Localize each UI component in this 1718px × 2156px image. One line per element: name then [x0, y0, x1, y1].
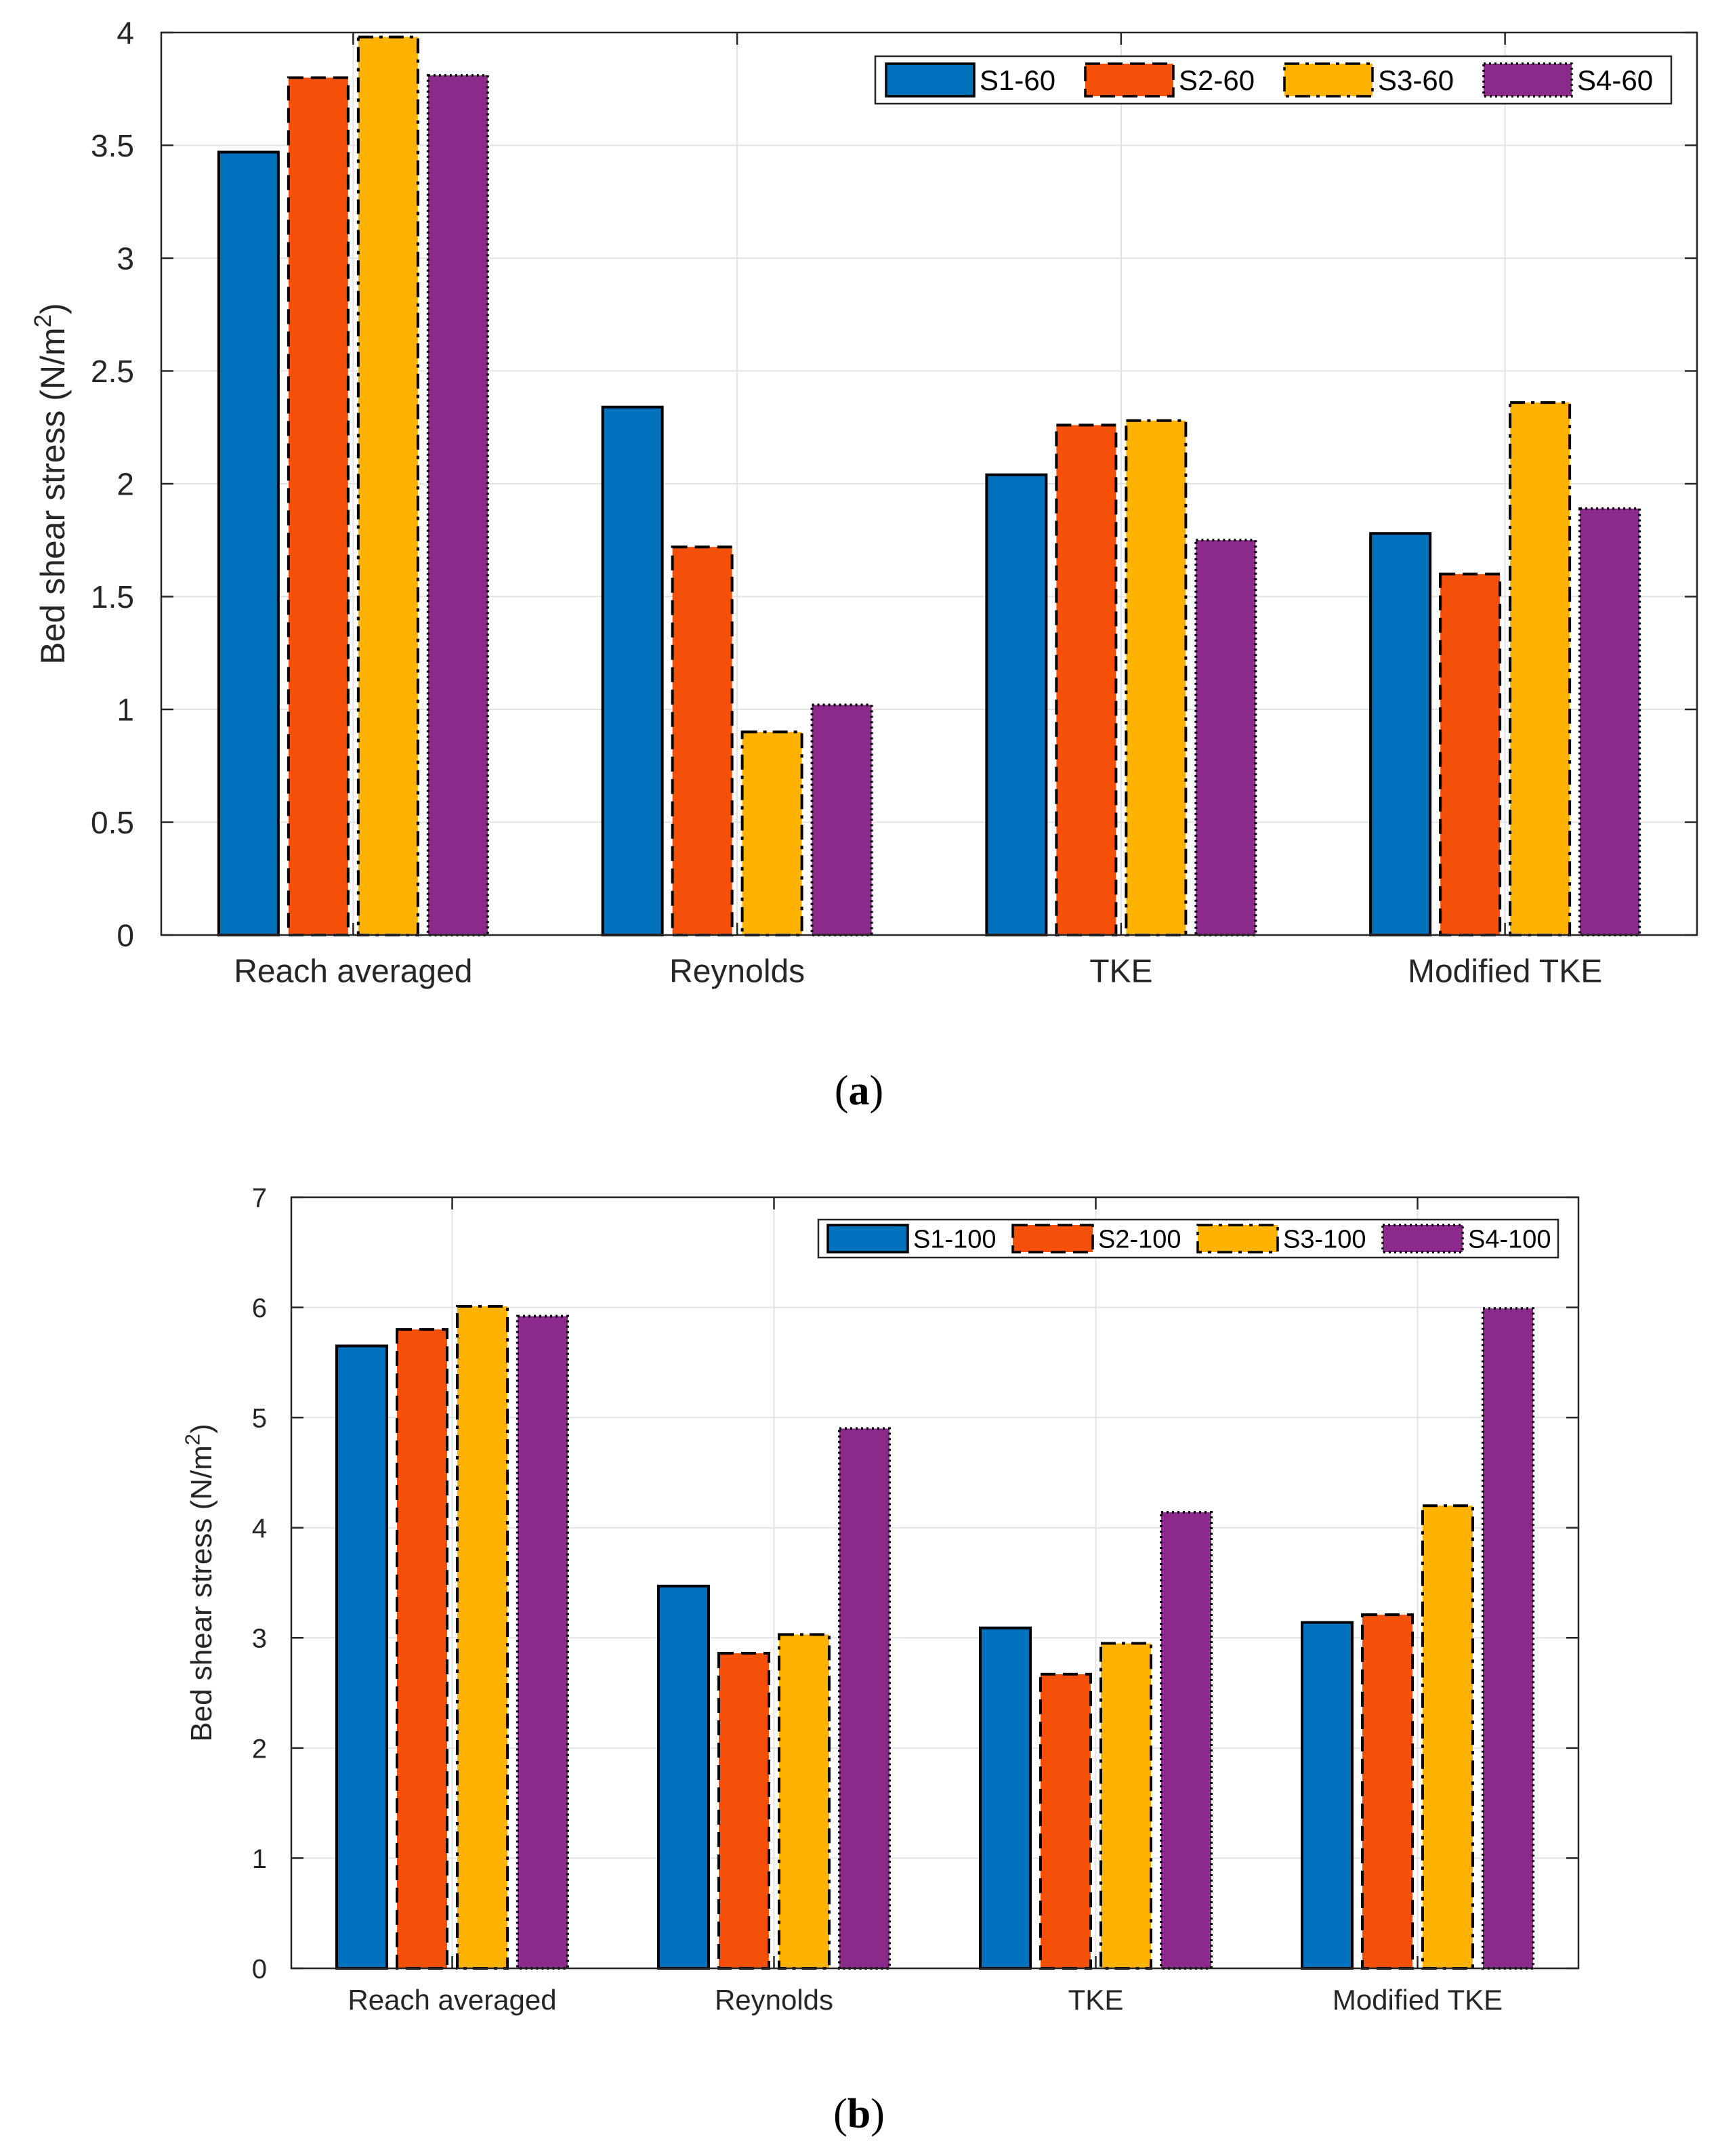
- bar-S4-60-reynolds: [810, 703, 873, 936]
- y-tick-label: 6: [252, 1293, 267, 1323]
- legend-swatch-S2-60: [1084, 62, 1175, 98]
- bar-S4-60-tke: [1194, 539, 1257, 936]
- legend-label-S4-100: S4-100: [1468, 1226, 1551, 1254]
- bar-S4-100-modified-tke: [1482, 1307, 1534, 1970]
- caption-b: (b): [833, 2091, 885, 2137]
- legend-swatch-S3-60: [1283, 62, 1374, 98]
- y-tick-label: 2: [117, 467, 134, 502]
- caption-a: (a): [834, 1068, 884, 1114]
- y-axis-label-main: Bed shear stress (N/m: [34, 327, 72, 664]
- y-axis-label-tail: ): [185, 1424, 218, 1434]
- y-axis-label-main: Bed shear stress (N/m: [185, 1445, 218, 1742]
- y-axis-label: Bed shear stress (N/m2): [180, 1424, 218, 1741]
- bar-S4-100-reach-averaged: [516, 1314, 569, 1970]
- y-axis-label-tail: ): [34, 303, 72, 314]
- y-tick-label: 7: [252, 1183, 267, 1213]
- bar-S2-60-tke: [1055, 423, 1118, 936]
- x-tick-label: Modified TKE: [1333, 1984, 1503, 2016]
- y-axis-label-sup: 2: [30, 314, 56, 327]
- bar-S1-60-reynolds: [601, 405, 664, 936]
- bar-S3-100-reach-averaged: [456, 1304, 509, 1970]
- y-tick-label: 0: [252, 1954, 267, 1984]
- bar-S1-100-tke: [979, 1626, 1032, 1970]
- bar-S4-60-reach-averaged: [426, 74, 489, 936]
- y-tick-label: 1.5: [91, 579, 134, 615]
- bar-S4-100-reynolds: [838, 1427, 891, 1970]
- bar-S3-60-modified-tke: [1509, 401, 1572, 936]
- x-tick-label: Reynolds: [669, 954, 805, 990]
- bar-S2-60-reynolds: [671, 545, 734, 936]
- y-tick-label: 3.5: [91, 128, 134, 163]
- bar-S1-60-modified-tke: [1369, 532, 1432, 936]
- bar-S2-100-reynolds: [717, 1652, 770, 1970]
- bar-S3-100-tke: [1099, 1642, 1152, 1970]
- bar-S3-60-reach-averaged: [356, 35, 419, 936]
- bar-S2-60-modified-tke: [1439, 573, 1502, 936]
- y-tick-label: 4: [117, 16, 134, 51]
- y-tick-label: 5: [252, 1404, 267, 1434]
- bar-S3-60-tke: [1125, 419, 1188, 936]
- bar-S2-100-tke: [1039, 1672, 1092, 1970]
- bar-S1-100-reach-averaged: [335, 1344, 388, 1970]
- y-tick-label: 2: [252, 1734, 267, 1764]
- bar-S3-100-reynolds: [778, 1633, 831, 1970]
- legend-swatch-S1-60: [885, 62, 976, 98]
- y-tick-label: 1: [252, 1844, 267, 1874]
- x-tick-label: Reynolds: [715, 1984, 833, 2016]
- y-tick-label: 3: [252, 1624, 267, 1654]
- legend-label-S1-100: S1-100: [913, 1226, 997, 1254]
- bar-S3-100-modified-tke: [1421, 1504, 1474, 1970]
- bar-S2-60-reach-averaged: [287, 76, 350, 937]
- legend-label-S2-60: S2-60: [1179, 64, 1255, 96]
- bar-S2-100-modified-tke: [1361, 1613, 1414, 1970]
- bar-S1-60-tke: [985, 473, 1048, 936]
- y-tick-label: 0: [117, 918, 134, 953]
- legend-swatch-S3-100: [1196, 1224, 1279, 1253]
- legend-swatch-S4-100: [1381, 1224, 1464, 1253]
- y-axis-label-sup: 2: [180, 1434, 204, 1445]
- legend-swatch-S4-60: [1482, 62, 1573, 98]
- legend-label-S2-100: S2-100: [1098, 1226, 1181, 1254]
- legend-swatch-S1-100: [826, 1224, 909, 1253]
- legend: S1-60 S2-60 S3-60 S4-60: [874, 55, 1673, 105]
- x-tick-label: Reach averaged: [234, 954, 472, 990]
- y-tick-label: 3: [117, 241, 134, 276]
- bar-S1-100-modified-tke: [1301, 1621, 1354, 1970]
- legend-label-S4-60: S4-60: [1577, 64, 1653, 96]
- bar-S1-100-reynolds: [657, 1584, 710, 1970]
- chart-a: 0 0.5 1 1.5 2 2.5 3 3.5 4 Reach averaged Reynolds T…: [30, 16, 1698, 990]
- axes-box: [290, 1196, 1580, 1970]
- y-axis-label: Bed shear stress (N/m2): [30, 303, 72, 665]
- legend-swatch-S2-100: [1011, 1224, 1094, 1253]
- bar-S3-60-reynolds: [740, 730, 803, 937]
- legend: S1-100 S2-100 S3-100 S4-100: [817, 1218, 1559, 1259]
- bar-S4-100-tke: [1160, 1510, 1213, 1970]
- bar-S4-60-modified-tke: [1578, 507, 1641, 936]
- x-tick-label: Reach averaged: [348, 1984, 556, 2016]
- y-tick-label: 0.5: [91, 805, 134, 840]
- legend-label-S3-100: S3-100: [1283, 1226, 1366, 1254]
- bar-S2-100-reach-averaged: [396, 1328, 448, 1970]
- legend-label-S1-60: S1-60: [980, 64, 1055, 96]
- x-tick-label: Modified TKE: [1408, 954, 1602, 990]
- y-tick-label: 1: [117, 692, 134, 728]
- x-tick-label: TKE: [1068, 1984, 1124, 2016]
- y-tick-label: 4: [252, 1514, 267, 1543]
- y-tick-label: 2.5: [91, 354, 134, 389]
- legend-label-S3-60: S3-60: [1378, 64, 1454, 96]
- x-tick-label: TKE: [1089, 954, 1152, 990]
